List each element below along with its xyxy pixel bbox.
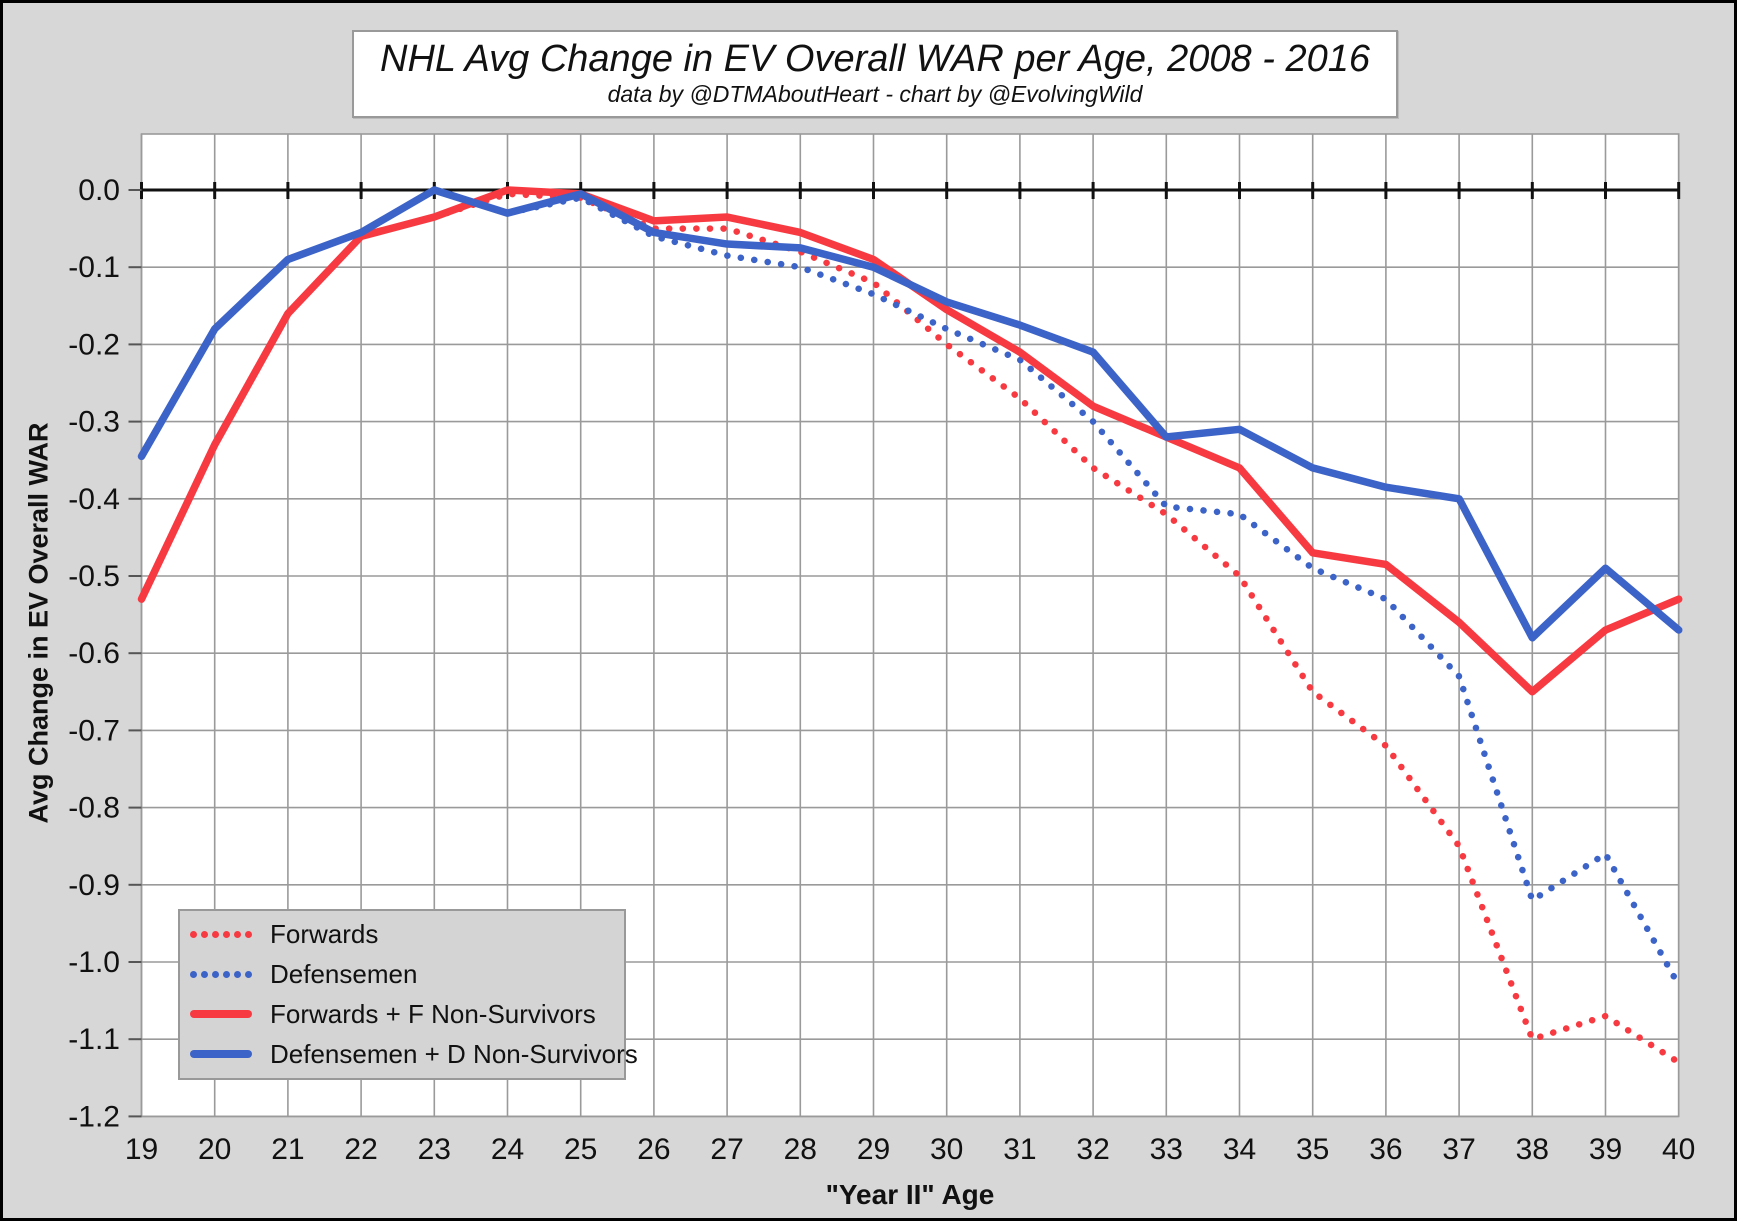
x-tick-label: 34 [1223, 1133, 1256, 1166]
legend-dot [234, 971, 241, 979]
legend-dot [212, 971, 219, 979]
x-tick-label: 32 [1076, 1133, 1109, 1166]
x-tick-label: 30 [930, 1133, 963, 1166]
legend-item-defensemen: Defensemen [190, 955, 624, 995]
y-tick-label: -1.2 [68, 1100, 120, 1133]
legend-dot [223, 931, 230, 939]
x-tick-label: 27 [710, 1133, 743, 1166]
y-axis-title: Avg Change in EV Overall WAR [23, 422, 54, 824]
legend-dot [223, 971, 230, 979]
legend-label: Forwards [270, 919, 379, 950]
x-tick-label: 24 [491, 1133, 524, 1166]
y-tick-label: -0.5 [68, 560, 120, 593]
legend: Forwards Defensemen Forwards + F Non-Sur… [178, 909, 638, 1080]
legend-dot [190, 931, 197, 939]
y-tick-label: -0.6 [68, 637, 120, 670]
x-tick-label: 39 [1589, 1133, 1622, 1166]
chart-title-box: NHL Avg Change in EV Overall WAR per Age… [352, 30, 1398, 118]
x-tick-label: 21 [271, 1133, 304, 1166]
y-tick-label: -0.4 [68, 483, 120, 516]
forwards-dotted-line-swatch [190, 931, 252, 939]
y-tick-label: -0.8 [68, 792, 120, 825]
y-tick-label: 0.0 [78, 174, 120, 207]
legend-dot [201, 931, 208, 939]
chart-subtitle: data by @DTMAboutHeart - chart by @Evolv… [607, 81, 1143, 107]
x-tick-label: 28 [784, 1133, 817, 1166]
legend-line [190, 1050, 252, 1059]
x-tick-label: 19 [125, 1133, 158, 1166]
x-tick-label: 20 [198, 1133, 231, 1166]
x-tick-label: 23 [418, 1133, 451, 1166]
y-tick-label: -0.3 [68, 406, 120, 439]
x-tick-label: 22 [344, 1133, 377, 1166]
defensemen-solid-line-swatch [190, 1050, 252, 1059]
x-tick-label: 29 [857, 1133, 890, 1166]
legend-dot [245, 931, 252, 939]
x-tick-label: 31 [1003, 1133, 1036, 1166]
legend-line [190, 1010, 252, 1019]
legend-item-forwards-non-survivors: Forwards + F Non-Survivors [190, 995, 624, 1035]
y-tick-label: -0.7 [68, 714, 120, 747]
legend-dot [212, 931, 219, 939]
x-tick-label: 38 [1516, 1133, 1549, 1166]
y-tick-label: -0.2 [68, 328, 120, 361]
y-tick-label: -0.9 [68, 869, 120, 902]
x-tick-label: 36 [1369, 1133, 1402, 1166]
forwards-solid-line-swatch [190, 1010, 252, 1019]
y-tick-label: -1.0 [68, 946, 120, 979]
legend-dot [245, 971, 252, 979]
legend-label: Defensemen + D Non-Survivors [270, 1038, 638, 1069]
defensemen-dotted-line-swatch [190, 971, 252, 979]
x-tick-label: 37 [1442, 1133, 1475, 1166]
legend-label: Defensemen [270, 959, 418, 990]
x-tick-label: 35 [1296, 1133, 1329, 1166]
x-tick-label: 33 [1150, 1133, 1183, 1166]
y-tick-label: -1.1 [68, 1023, 120, 1056]
legend-item-forwards: Forwards [190, 915, 624, 955]
legend-dot [201, 971, 208, 979]
x-tick-label: 40 [1662, 1133, 1695, 1166]
series-line-defensemen-d-non-survivors [137, 186, 1683, 642]
chart-title: NHL Avg Change in EV Overall WAR per Age… [380, 38, 1370, 80]
y-tick-label: -0.1 [68, 251, 120, 284]
legend-dot [234, 931, 241, 939]
x-tick-label: 26 [637, 1133, 670, 1166]
legend-item-defensemen-non-survivors: Defensemen + D Non-Survivors [190, 1034, 638, 1074]
x-axis-title: "Year II" Age [825, 1179, 995, 1210]
legend-label: Forwards + F Non-Survivors [270, 998, 596, 1029]
legend-dot [190, 971, 197, 979]
x-tick-label: 25 [564, 1133, 597, 1166]
